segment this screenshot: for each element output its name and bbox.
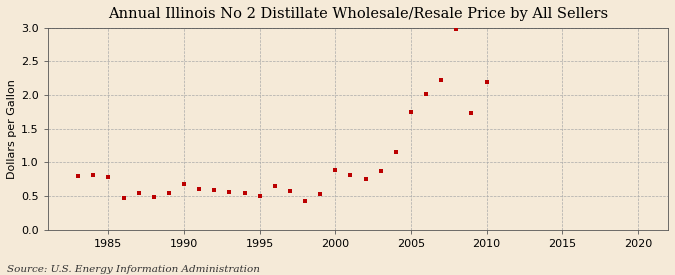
Point bbox=[284, 189, 295, 194]
Point bbox=[103, 174, 114, 179]
Point bbox=[360, 177, 371, 182]
Point bbox=[88, 173, 99, 177]
Point bbox=[224, 190, 235, 194]
Point bbox=[148, 195, 159, 199]
Point bbox=[375, 169, 386, 173]
Point bbox=[451, 27, 462, 31]
Point bbox=[73, 174, 84, 178]
Point bbox=[421, 92, 431, 96]
Point bbox=[163, 191, 174, 195]
Point bbox=[466, 111, 477, 116]
Point bbox=[133, 191, 144, 195]
Point bbox=[406, 110, 416, 114]
Point bbox=[254, 194, 265, 198]
Point bbox=[481, 79, 492, 84]
Point bbox=[179, 182, 190, 186]
Point bbox=[194, 186, 205, 191]
Point bbox=[330, 168, 341, 173]
Point bbox=[209, 188, 219, 192]
Text: Source: U.S. Energy Information Administration: Source: U.S. Energy Information Administ… bbox=[7, 265, 260, 274]
Y-axis label: Dollars per Gallon: Dollars per Gallon bbox=[7, 79, 17, 179]
Point bbox=[300, 199, 310, 203]
Title: Annual Illinois No 2 Distillate Wholesale/Resale Price by All Sellers: Annual Illinois No 2 Distillate Wholesal… bbox=[108, 7, 608, 21]
Point bbox=[239, 191, 250, 195]
Point bbox=[345, 172, 356, 177]
Point bbox=[269, 184, 280, 188]
Point bbox=[436, 78, 447, 82]
Point bbox=[118, 196, 129, 200]
Point bbox=[315, 192, 325, 196]
Point bbox=[390, 150, 401, 155]
